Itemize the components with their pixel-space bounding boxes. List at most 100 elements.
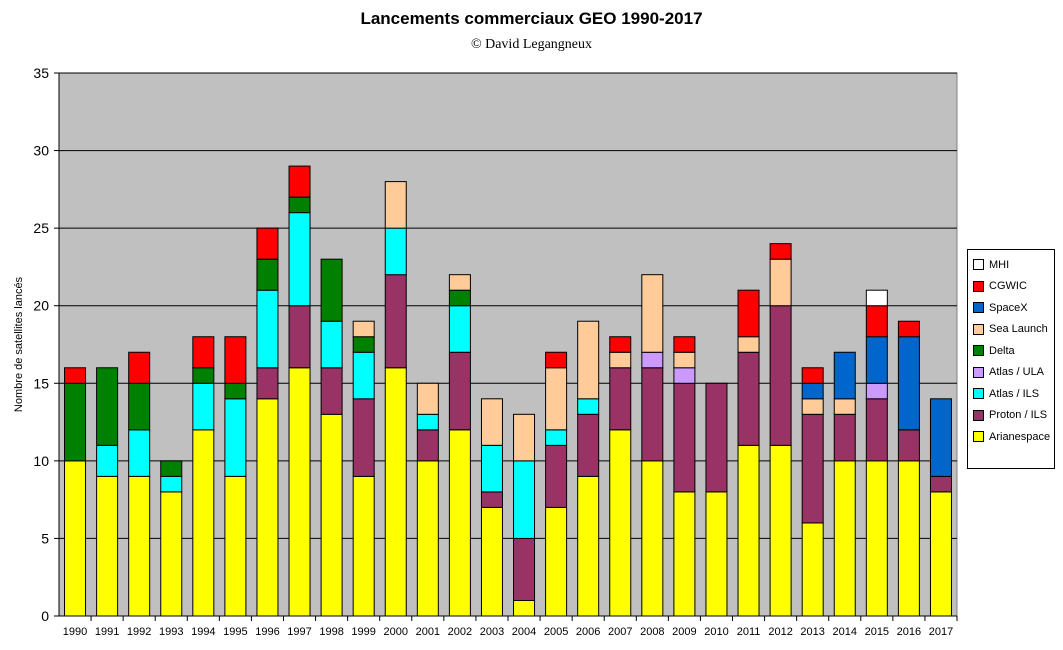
x-tick-label: 2004 [512,626,536,638]
x-tick-label: 1998 [319,626,343,638]
bar-segment [929,398,952,477]
bar-segment [192,382,215,431]
bar-segment [545,506,568,617]
bar-segment [288,196,311,214]
x-tick-label: 1991 [95,626,119,638]
bar-segment [673,336,696,353]
bar-segment [416,429,439,462]
bar-segment [384,181,407,229]
bar-segment [448,351,471,431]
bar-segment [545,351,568,369]
bar-segment [160,460,183,477]
bar-segment [320,320,343,369]
bar-segment [288,305,311,369]
bar-segment [673,351,696,369]
bar-segment [769,444,792,617]
bar-segment [673,367,696,384]
x-tick-label: 2015 [865,626,889,638]
bar-segment [737,444,760,617]
legend-swatch [973,409,984,421]
bar-segment [64,460,87,617]
legend-label: MHI [989,258,1010,271]
legend-swatch [973,431,984,443]
bar-segment [577,413,600,477]
bar-segment [224,382,247,400]
bar-segment [128,351,151,384]
bar-segment [609,351,632,369]
bar-segment [384,274,407,369]
bar-segment [801,522,824,617]
bar-segment [384,227,407,276]
y-axis-label: Nombre de satellites lancés [13,276,25,412]
bar-segment [160,475,183,493]
y-tick-label: 0 [41,608,49,624]
bar-segment [320,258,343,322]
bar-segment [192,336,215,369]
bar-segment [513,413,536,462]
bar-segment [128,382,151,431]
bar-segment [801,367,824,384]
x-tick-label: 2011 [737,626,761,638]
bar-segment [865,289,888,307]
bar-segment [833,413,856,462]
bar-segment [128,429,151,477]
bar-segment [801,382,824,400]
y-tick-label: 35 [33,65,49,81]
legend-item: CGWIC [968,276,1054,298]
bar-segment [577,475,600,617]
legend-label: Atlas / ULA [989,366,1045,379]
legend-item: Atlas / ULA [968,362,1054,384]
x-tick-label: 1993 [159,626,183,638]
bar-segment [480,398,503,446]
bar-segment [513,460,536,539]
bar-segment [897,320,920,338]
bar-segment [448,305,471,353]
bar-segment [288,212,311,307]
legend-item: MHI [968,254,1054,276]
legend-swatch [973,302,984,314]
bar-segment [416,460,439,617]
legend-label: Sea Launch [989,323,1048,336]
bar-segment [833,351,856,400]
y-tick-label: 30 [33,143,49,159]
y-tick-label: 10 [33,453,49,469]
bar-segment [160,491,183,617]
x-tick-label: 2009 [672,626,696,638]
x-tick-label: 1995 [223,626,247,638]
bar-segment [865,398,888,462]
bar-segment [448,274,471,291]
legend-swatch [973,388,984,400]
legend-item: Proton / ILS [968,405,1054,427]
bar-segment [833,398,856,415]
legend-item: Delta [968,340,1054,362]
bar-segment [545,429,568,446]
bar-segment [352,475,375,617]
legend-label: CGWIC [989,280,1027,293]
legend-item: Atlas / ILS [968,383,1054,405]
bar-segment [96,367,119,446]
x-tick-label: 1996 [255,626,279,638]
legend-swatch [973,323,984,335]
legend-item: Sea Launch [968,319,1054,341]
legend-swatch [973,345,984,357]
bar-segment [769,243,792,260]
bar-segment [673,382,696,493]
bar-segment [865,336,888,384]
bar-segment [801,413,824,524]
bar-segment [769,305,792,446]
bar-segment [224,398,247,477]
bar-segment [513,599,536,617]
bar-segment [256,367,279,400]
x-tick-label: 1999 [351,626,375,638]
bar-segment [96,475,119,617]
x-tick-label: 2005 [544,626,568,638]
x-tick-label: 2003 [480,626,504,638]
x-tick-label: 1994 [191,626,215,638]
x-tick-label: 1997 [287,626,311,638]
x-tick-label: 2007 [608,626,632,638]
bar-segment [705,382,728,493]
bar-segment [897,336,920,431]
bar-segment [288,367,311,617]
x-tick-label: 2000 [384,626,408,638]
legend-swatch [973,259,984,271]
